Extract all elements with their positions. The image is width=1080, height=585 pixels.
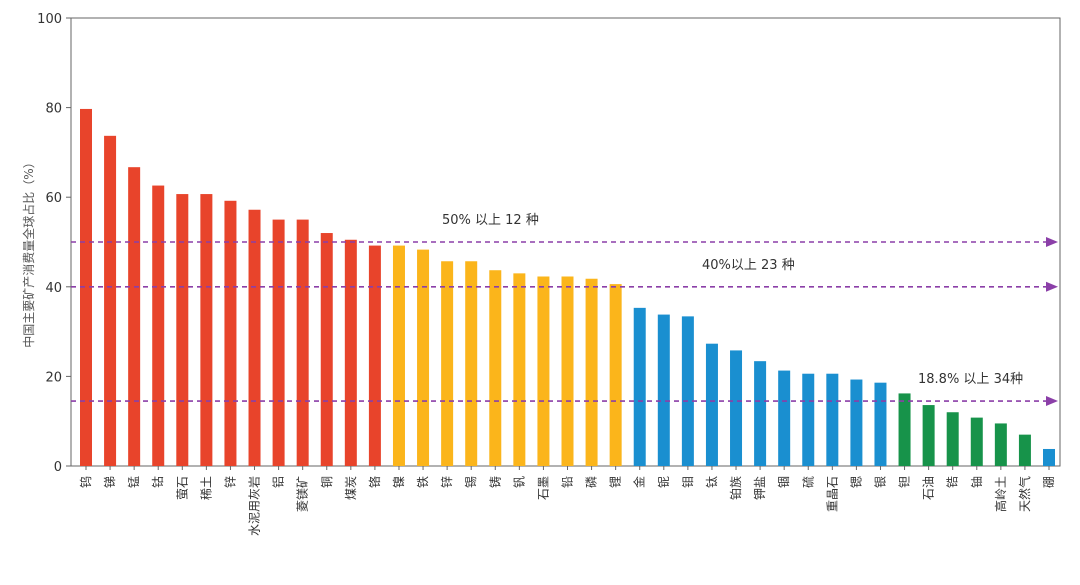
bar [681, 316, 694, 466]
reference-arrowhead [1046, 237, 1058, 247]
category-label: 钨 [78, 476, 93, 488]
bar [561, 276, 574, 466]
y-tick-label: 40 [45, 281, 62, 296]
category-label: 铝 [271, 476, 286, 488]
y-tick-label: 0 [54, 460, 62, 475]
bar [1043, 448, 1055, 466]
bar [537, 276, 550, 466]
bar [922, 405, 935, 466]
bar [80, 108, 92, 466]
y-axis-title: 中国主要矿产消费量全球占比（%） [21, 156, 36, 347]
bar [754, 361, 767, 466]
category-label: 重晶石 [825, 476, 839, 512]
reference-annotation: 50% 以上 12 种 [442, 213, 539, 228]
bar [1018, 434, 1031, 466]
category-label: 石油 [922, 476, 936, 500]
bar [344, 239, 357, 466]
bar [417, 249, 430, 466]
category-label: 稀土 [199, 476, 213, 500]
y-tick-label: 80 [45, 102, 62, 117]
category-label: 石墨 [536, 476, 550, 500]
bar [874, 382, 887, 466]
category-label: 锑 [103, 476, 117, 488]
category-label: 钼 [681, 476, 695, 488]
category-label: 钛 [704, 476, 719, 488]
reference-annotation: 40%以上 23 种 [702, 258, 795, 273]
category-label: 铌 [657, 476, 671, 488]
category-label: 硼 [1042, 476, 1056, 488]
category-label: 煤炭 [344, 476, 358, 500]
reference-arrowhead [1046, 281, 1058, 292]
category-label: 铁 [416, 476, 430, 488]
category-label: 磷 [584, 476, 599, 488]
bar [152, 185, 165, 466]
bar [489, 270, 502, 466]
bar [850, 379, 863, 466]
bar [224, 200, 237, 466]
bar [657, 314, 670, 466]
bar [633, 307, 646, 466]
bar [946, 412, 959, 466]
category-label: 锶 [849, 476, 863, 488]
category-label: 铬 [367, 476, 382, 488]
y-tick-label: 60 [45, 191, 62, 206]
category-label: 锌 [223, 476, 237, 488]
reference-arrowhead [1046, 396, 1058, 407]
category-label: 菱镁矿 [296, 476, 310, 512]
category-label: 铅 [561, 476, 575, 488]
bar [826, 373, 839, 466]
category-label: 硫 [800, 476, 815, 488]
bar [465, 261, 478, 466]
bar [368, 245, 381, 466]
bar [128, 167, 141, 466]
bar [970, 417, 983, 466]
y-tick-label: 20 [45, 370, 62, 385]
category-label: 锂 [608, 476, 623, 488]
bar [272, 219, 285, 466]
category-label: 铜 [319, 476, 334, 488]
bar [441, 261, 454, 466]
bar [585, 278, 598, 466]
category-label: 锰 [126, 476, 141, 488]
category-label: 高岭土 [993, 476, 1008, 512]
category-label: 锆 [946, 476, 960, 488]
category-label: 钾盐 [753, 476, 767, 500]
bar [730, 350, 743, 466]
category-label: 萤石 [175, 476, 189, 500]
bar [296, 219, 309, 466]
reference-annotation: 18.8% 以上 34种 [918, 372, 1023, 387]
category-label: 天然气 [1017, 476, 1032, 512]
bar [705, 343, 718, 466]
category-label: 金 [632, 476, 647, 488]
bar [778, 370, 791, 466]
bar [176, 194, 189, 466]
bar [248, 209, 261, 466]
category-label: 镍 [392, 476, 406, 488]
bar [392, 245, 405, 466]
category-label: 铸 [487, 476, 502, 488]
category-label: 铀 [970, 476, 984, 488]
category-label: 锌 [440, 476, 454, 488]
bar [898, 393, 911, 466]
bar [802, 373, 815, 466]
bar [994, 423, 1007, 466]
category-label: 铂族 [728, 476, 743, 500]
category-label: 锢 [777, 476, 791, 488]
y-tick-label: 100 [37, 12, 62, 27]
category-label: 银 [873, 476, 887, 488]
bar [320, 233, 333, 466]
bar [513, 273, 526, 466]
bar [104, 135, 117, 466]
bar [200, 194, 213, 466]
category-label: 锡 [463, 476, 478, 488]
category-label: 钽 [898, 476, 912, 488]
category-label: 水泥用灰岩 [247, 476, 262, 536]
category-label: 钒 [511, 476, 526, 488]
bar [609, 284, 622, 466]
category-label: 钴 [150, 476, 165, 488]
